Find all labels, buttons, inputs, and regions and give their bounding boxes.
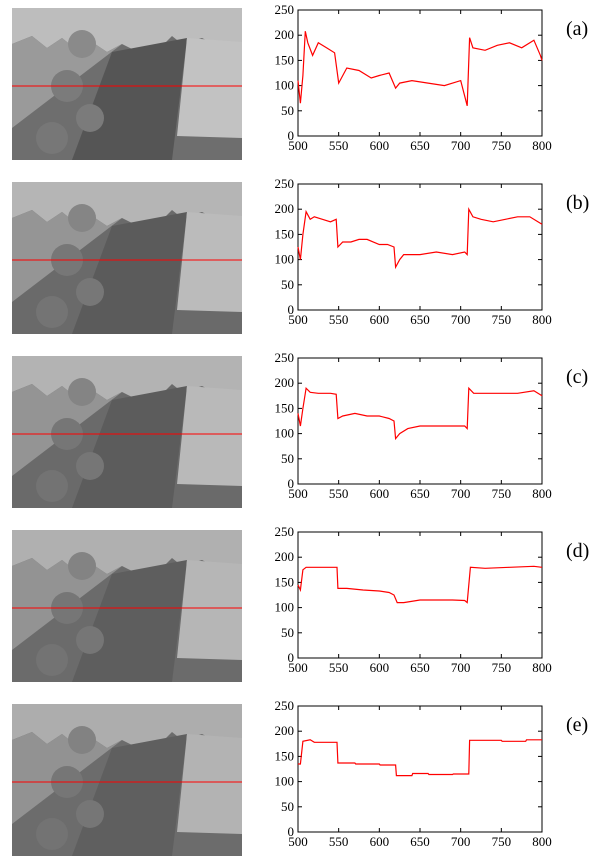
x-tick-label: 500 (288, 312, 308, 327)
series-line (297, 31, 543, 106)
panel-label: (e) (566, 714, 589, 736)
micrograph-c (12, 356, 242, 508)
plot-frame (297, 9, 543, 137)
x-tick-label: 700 (451, 312, 471, 327)
y-tick-label: 150 (275, 574, 295, 589)
y-tick-label: 250 (275, 350, 295, 365)
micrograph-a (12, 8, 242, 160)
y-tick-label: 50 (281, 103, 294, 118)
plot-frame (297, 705, 543, 833)
plot-frame (297, 531, 543, 659)
y-tick-label: 200 (275, 549, 295, 564)
panel-a: 0 50 100 150 200 250 500 550 600 650 700 750 800 (a) (0, 0, 613, 160)
x-tick-label: 800 (532, 486, 552, 501)
micrograph-b (12, 182, 242, 334)
panel-label: (b) (566, 192, 590, 214)
x-tick-label: 750 (492, 138, 512, 153)
y-tick-label: 0 (288, 302, 295, 317)
panel-c: 0 50 100 150 200 250 500 550 600 650 700 750 800 (c) (0, 348, 613, 508)
y-tick-label: 100 (275, 774, 295, 789)
x-tick-label: 750 (492, 312, 512, 327)
y-tick-label: 100 (275, 252, 295, 267)
y-tick-label: 150 (275, 748, 295, 763)
x-tick-label: 650 (410, 834, 430, 849)
x-tick-label: 600 (370, 660, 390, 675)
x-tick-label: 700 (451, 834, 471, 849)
y-tick-label: 200 (275, 723, 295, 738)
y-tick-label: 0 (288, 476, 295, 491)
y-tick-label: 150 (275, 226, 295, 241)
y-tick-label: 200 (275, 27, 295, 42)
plot-frame (297, 183, 543, 311)
x-tick-label: 500 (288, 486, 308, 501)
panel-label: (c) (566, 366, 589, 388)
x-tick-label: 750 (492, 660, 512, 675)
micrograph-d (12, 530, 242, 682)
panel-d: 0 50 100 150 200 250 500 550 600 650 700 750 800 (d) (0, 522, 613, 682)
y-tick-label: 50 (281, 451, 294, 466)
y-tick-label: 150 (275, 52, 295, 67)
y-tick-label: 200 (275, 201, 295, 216)
y-tick-label: 0 (288, 128, 295, 143)
x-tick-label: 650 (410, 660, 430, 675)
x-tick-label: 800 (532, 312, 552, 327)
x-tick-label: 600 (370, 312, 390, 327)
panel-e: 0 50 100 150 200 250 500 550 600 650 700 750 800 (e) (0, 696, 613, 856)
panel-label: (a) (566, 18, 589, 40)
y-tick-label: 150 (275, 400, 295, 415)
x-tick-label: 550 (329, 312, 349, 327)
series-line (297, 206, 543, 270)
y-tick-label: 250 (275, 2, 295, 17)
y-tick-label: 100 (275, 426, 295, 441)
x-tick-label: 550 (329, 834, 349, 849)
y-tick-label: 250 (275, 524, 295, 539)
x-tick-label: 500 (288, 834, 308, 849)
line-chart-d: 0 50 100 150 200 250 500 550 600 650 700 750 800 (275, 524, 552, 675)
x-tick-label: 700 (451, 660, 471, 675)
y-tick-label: 250 (275, 176, 295, 191)
y-tick-label: 100 (275, 600, 295, 615)
x-tick-label: 550 (329, 486, 349, 501)
y-tick-label: 50 (281, 277, 294, 292)
x-tick-label: 600 (370, 834, 390, 849)
x-tick-label: 800 (532, 834, 552, 849)
line-chart-c: 0 50 100 150 200 250 500 550 600 650 700 750 800 (275, 350, 552, 501)
x-tick-label: 800 (532, 660, 552, 675)
y-tick-label: 250 (275, 698, 295, 713)
panel-b: 0 50 100 150 200 250 500 550 600 650 700 750 800 (b) (0, 174, 613, 334)
y-tick-label: 50 (281, 625, 294, 640)
x-tick-label: 750 (492, 834, 512, 849)
line-chart-e: 0 50 100 150 200 250 500 550 600 650 700 750 800 (275, 698, 552, 849)
series-line (297, 565, 543, 604)
x-tick-label: 750 (492, 486, 512, 501)
x-tick-label: 600 (370, 138, 390, 153)
x-tick-label: 600 (370, 486, 390, 501)
y-tick-label: 50 (281, 799, 294, 814)
series-line (297, 386, 543, 441)
x-tick-label: 650 (410, 486, 430, 501)
micrograph-e (12, 704, 242, 856)
x-tick-label: 500 (288, 138, 308, 153)
y-tick-label: 200 (275, 375, 295, 390)
panel-label: (d) (566, 540, 590, 562)
x-tick-label: 800 (532, 138, 552, 153)
y-tick-label: 100 (275, 78, 295, 93)
x-tick-label: 650 (410, 312, 430, 327)
x-tick-label: 700 (451, 486, 471, 501)
x-tick-label: 550 (329, 660, 349, 675)
x-tick-label: 550 (329, 138, 349, 153)
x-tick-label: 500 (288, 660, 308, 675)
y-tick-label: 0 (288, 650, 295, 665)
plot-frame (297, 357, 543, 485)
line-chart-a: 0 50 100 150 200 250 500 550 600 650 700 750 800 (275, 2, 552, 153)
line-chart-b: 0 50 100 150 200 250 500 550 600 650 700 750 800 (275, 176, 552, 327)
y-tick-label: 0 (288, 824, 295, 839)
x-tick-label: 650 (410, 138, 430, 153)
series-line (298, 739, 542, 777)
x-tick-label: 700 (451, 138, 471, 153)
